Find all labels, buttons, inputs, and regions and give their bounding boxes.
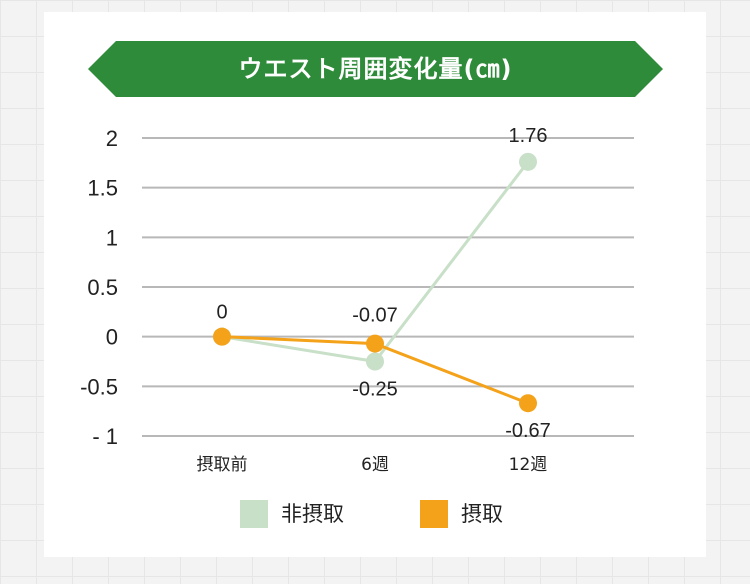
y-tick-label: - 1 [92,424,118,449]
series-layer [213,152,537,413]
y-tick-label: 1.5 [87,176,118,201]
data-label: -0.07 [352,305,398,327]
x-tick-label: 6週 [361,455,389,475]
x-tick-label: 摂取前 [197,455,248,475]
title-banner [88,41,663,97]
data-point [519,152,537,171]
data-label: 1.76 [509,125,548,147]
chart-title: ウエスト周囲変化量(㎝) [238,55,513,83]
data-label: -0.25 [352,379,398,401]
grid-lines [142,137,634,437]
title-banner-shape [88,41,663,97]
data-labels: -0.25 1.76 0 -0.07 -0.67 [216,125,550,442]
y-axis-ticks: 2 1.5 1 0.5 0 -0.5 - 1 [80,126,118,449]
chart-card [44,12,706,557]
series-line [221,160,530,364]
data-label: -0.67 [505,420,551,442]
series-intake [213,327,537,413]
y-tick-label: 2 [106,126,118,151]
y-tick-label: 0.5 [87,275,118,300]
y-tick-label: -0.5 [80,374,118,399]
data-point [366,334,384,353]
data-point [213,327,231,346]
data-label: 0 [216,302,227,324]
x-tick-label: 12週 [509,455,548,475]
y-tick-label: 0 [106,325,118,350]
x-axis-ticks: 摂取前 6週 12週 [197,455,548,475]
data-point [519,394,537,413]
data-point [366,352,384,371]
y-tick-label: 1 [106,225,118,250]
